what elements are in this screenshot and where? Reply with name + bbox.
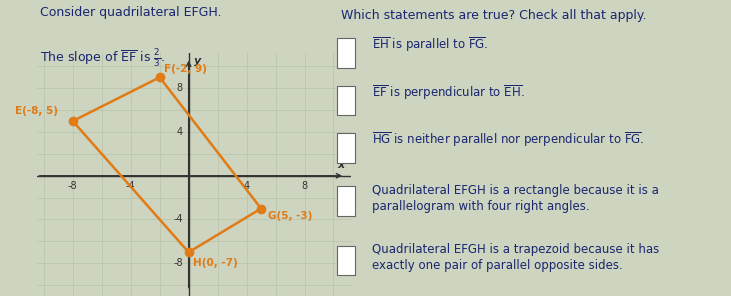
Text: The slope of $\overline{\mathregular{EF}}$ is $\mathregular{\frac{2}{3}}$.: The slope of $\overline{\mathregular{EF}… <box>40 47 165 69</box>
Bar <box>336 38 355 68</box>
Text: Consider quadrilateral EFGH.: Consider quadrilateral EFGH. <box>40 6 221 19</box>
Text: $\overline{\mathregular{EF}}$ is perpendicular to $\overline{\mathregular{EH}}$.: $\overline{\mathregular{EF}}$ is perpend… <box>372 83 525 102</box>
Text: G(5, -3): G(5, -3) <box>268 211 313 221</box>
Text: E(-8, 5): E(-8, 5) <box>15 106 58 116</box>
Text: H(0, -7): H(0, -7) <box>193 258 238 268</box>
Text: x: x <box>337 160 344 170</box>
Text: 8: 8 <box>301 181 308 191</box>
Text: 4: 4 <box>243 181 250 191</box>
Text: Which statements are true? Check all that apply.: Which statements are true? Check all tha… <box>341 9 646 22</box>
Text: -4: -4 <box>173 215 183 224</box>
Bar <box>336 186 355 216</box>
Text: 4: 4 <box>177 127 183 137</box>
Text: $\overline{\mathregular{EH}}$ is parallel to $\overline{\mathregular{FG}}$.: $\overline{\mathregular{EH}}$ is paralle… <box>372 36 489 54</box>
Text: 8: 8 <box>177 83 183 93</box>
Text: Quadrilateral EFGH is a rectangle because it is a
parallelogram with four right : Quadrilateral EFGH is a rectangle becaus… <box>372 184 659 213</box>
Text: $\overline{\mathregular{HG}}$ is neither parallel nor perpendicular to $\overlin: $\overline{\mathregular{HG}}$ is neither… <box>372 130 645 149</box>
Text: -8: -8 <box>68 181 77 191</box>
Text: y: y <box>194 56 202 66</box>
Text: -4: -4 <box>126 181 135 191</box>
Text: Quadrilateral EFGH is a trapezoid because it has
exactly one pair of parallel op: Quadrilateral EFGH is a trapezoid becaus… <box>372 243 659 272</box>
Bar <box>336 246 355 275</box>
Bar <box>336 133 355 163</box>
Text: F(-2, 9): F(-2, 9) <box>164 64 207 74</box>
Bar <box>336 86 355 115</box>
Text: -8: -8 <box>173 258 183 268</box>
